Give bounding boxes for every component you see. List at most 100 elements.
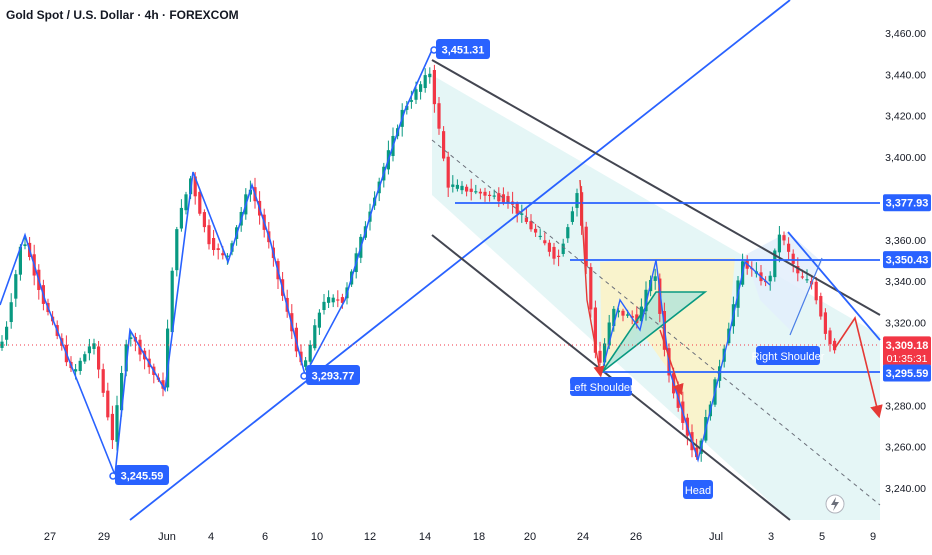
current-price-countdown: 01:35:31 <box>887 353 928 365</box>
candle-body <box>129 337 133 340</box>
candle-body <box>515 203 519 214</box>
x-tick-label: 18 <box>473 531 485 543</box>
candle-body <box>543 240 547 244</box>
x-tick-label: 12 <box>364 531 376 543</box>
x-tick-label: 27 <box>44 531 56 543</box>
right-shoulder-label: Right Shoulder <box>752 351 825 363</box>
candle-body <box>179 207 183 229</box>
x-tick-label: 24 <box>577 531 589 543</box>
candle-body <box>534 228 538 233</box>
candle-body <box>308 344 312 362</box>
left-shoulder-label: Left Shoulder <box>568 382 634 394</box>
resistance-2-tag <box>883 251 931 269</box>
current-price-tag <box>883 336 931 367</box>
candle-body <box>478 191 482 194</box>
current-price-value: 3,309.18 <box>886 340 929 352</box>
pivot-low-2-label: 3,293.77 <box>312 371 355 383</box>
candle-body <box>23 244 27 246</box>
y-tick-label: 3,320.00 <box>885 318 926 330</box>
candle-body <box>460 185 464 191</box>
candle-body <box>524 217 528 222</box>
zigzag-line[interactable] <box>0 49 433 476</box>
candle-body <box>327 297 331 303</box>
candle-body <box>465 186 469 192</box>
candle-body <box>488 194 492 197</box>
candle-body <box>773 250 777 278</box>
y-tick-label: 3,460.00 <box>885 28 926 40</box>
head-shoulders-path[interactable] <box>601 259 771 463</box>
candle-body <box>584 226 588 267</box>
red-arrow-down-2[interactable] <box>659 329 684 396</box>
pivot-high-1-box <box>436 39 490 59</box>
candle-body <box>5 326 9 340</box>
x-tick-label: 5 <box>819 531 825 543</box>
x-tick-label: 4 <box>208 531 214 543</box>
candle-body <box>124 344 128 372</box>
candle-body <box>313 325 317 349</box>
candle-body <box>414 89 418 100</box>
resistance-1-tag <box>883 194 931 212</box>
candle-body <box>110 413 114 441</box>
candle-body <box>78 360 82 371</box>
candle-body <box>106 390 110 418</box>
candle-body <box>796 266 800 274</box>
candle-body <box>83 354 87 362</box>
red-projection-arrow[interactable] <box>834 316 883 419</box>
candle-body <box>175 229 179 271</box>
candle-body <box>331 297 335 303</box>
candle-body <box>97 346 101 370</box>
candle-body <box>198 191 202 214</box>
candle-body <box>474 191 478 193</box>
uptrend-line[interactable] <box>129 0 791 521</box>
resistance-2-value: 3,350.43 <box>886 255 929 267</box>
candle-body <box>451 184 455 187</box>
channel-mid-line[interactable] <box>431 139 881 506</box>
pivot-high-1-label: 3,451.31 <box>442 45 485 57</box>
y-tick-label: 3,440.00 <box>885 69 926 81</box>
candle-body <box>805 279 809 281</box>
candle-body <box>304 360 308 367</box>
candle-body <box>423 75 427 89</box>
triangle-shape[interactable] <box>601 291 708 373</box>
red-arrow-down-1[interactable] <box>579 179 605 378</box>
candle-body <box>575 193 579 208</box>
candle-body <box>621 310 625 316</box>
chart-title: Gold Spot / U.S. Dollar · 4h · FOREXCOM <box>6 8 239 22</box>
resistance-1-value: 3,377.93 <box>886 198 929 210</box>
candle-body <box>437 103 441 129</box>
candle-body <box>529 221 533 230</box>
candle-body <box>557 255 561 257</box>
candle-body <box>616 310 620 313</box>
candle-body <box>658 278 662 314</box>
right-shoulder-box <box>756 346 820 365</box>
candle-body <box>787 243 791 252</box>
candle-body <box>547 242 551 252</box>
candle-body <box>589 267 593 310</box>
candle-body <box>216 248 220 250</box>
candle-body <box>819 296 823 317</box>
candle-body <box>432 69 436 105</box>
y-tick-label: 3,400.00 <box>885 152 926 164</box>
candle-body <box>166 328 170 388</box>
candle-body <box>340 297 344 303</box>
right-shoulder-edge[interactable] <box>789 257 823 336</box>
candle-body <box>814 281 818 301</box>
left-shoulder-box <box>570 377 632 396</box>
candle-body <box>9 302 13 323</box>
x-tick-label: 9 <box>870 531 876 543</box>
candle-body <box>598 350 602 363</box>
candle-body <box>791 253 795 264</box>
y-tick-label: 3,240.00 <box>885 483 926 495</box>
candle-body <box>635 314 639 324</box>
candle-body <box>644 289 648 312</box>
candle-body <box>446 156 450 188</box>
right-shoulder-trendline[interactable] <box>787 231 881 341</box>
channel-upper-line[interactable] <box>431 59 881 316</box>
support-value: 3,295.59 <box>886 368 929 380</box>
candle-body <box>469 188 473 192</box>
candle-body <box>225 255 229 257</box>
candle-body <box>768 275 772 282</box>
candle-body <box>184 194 188 211</box>
